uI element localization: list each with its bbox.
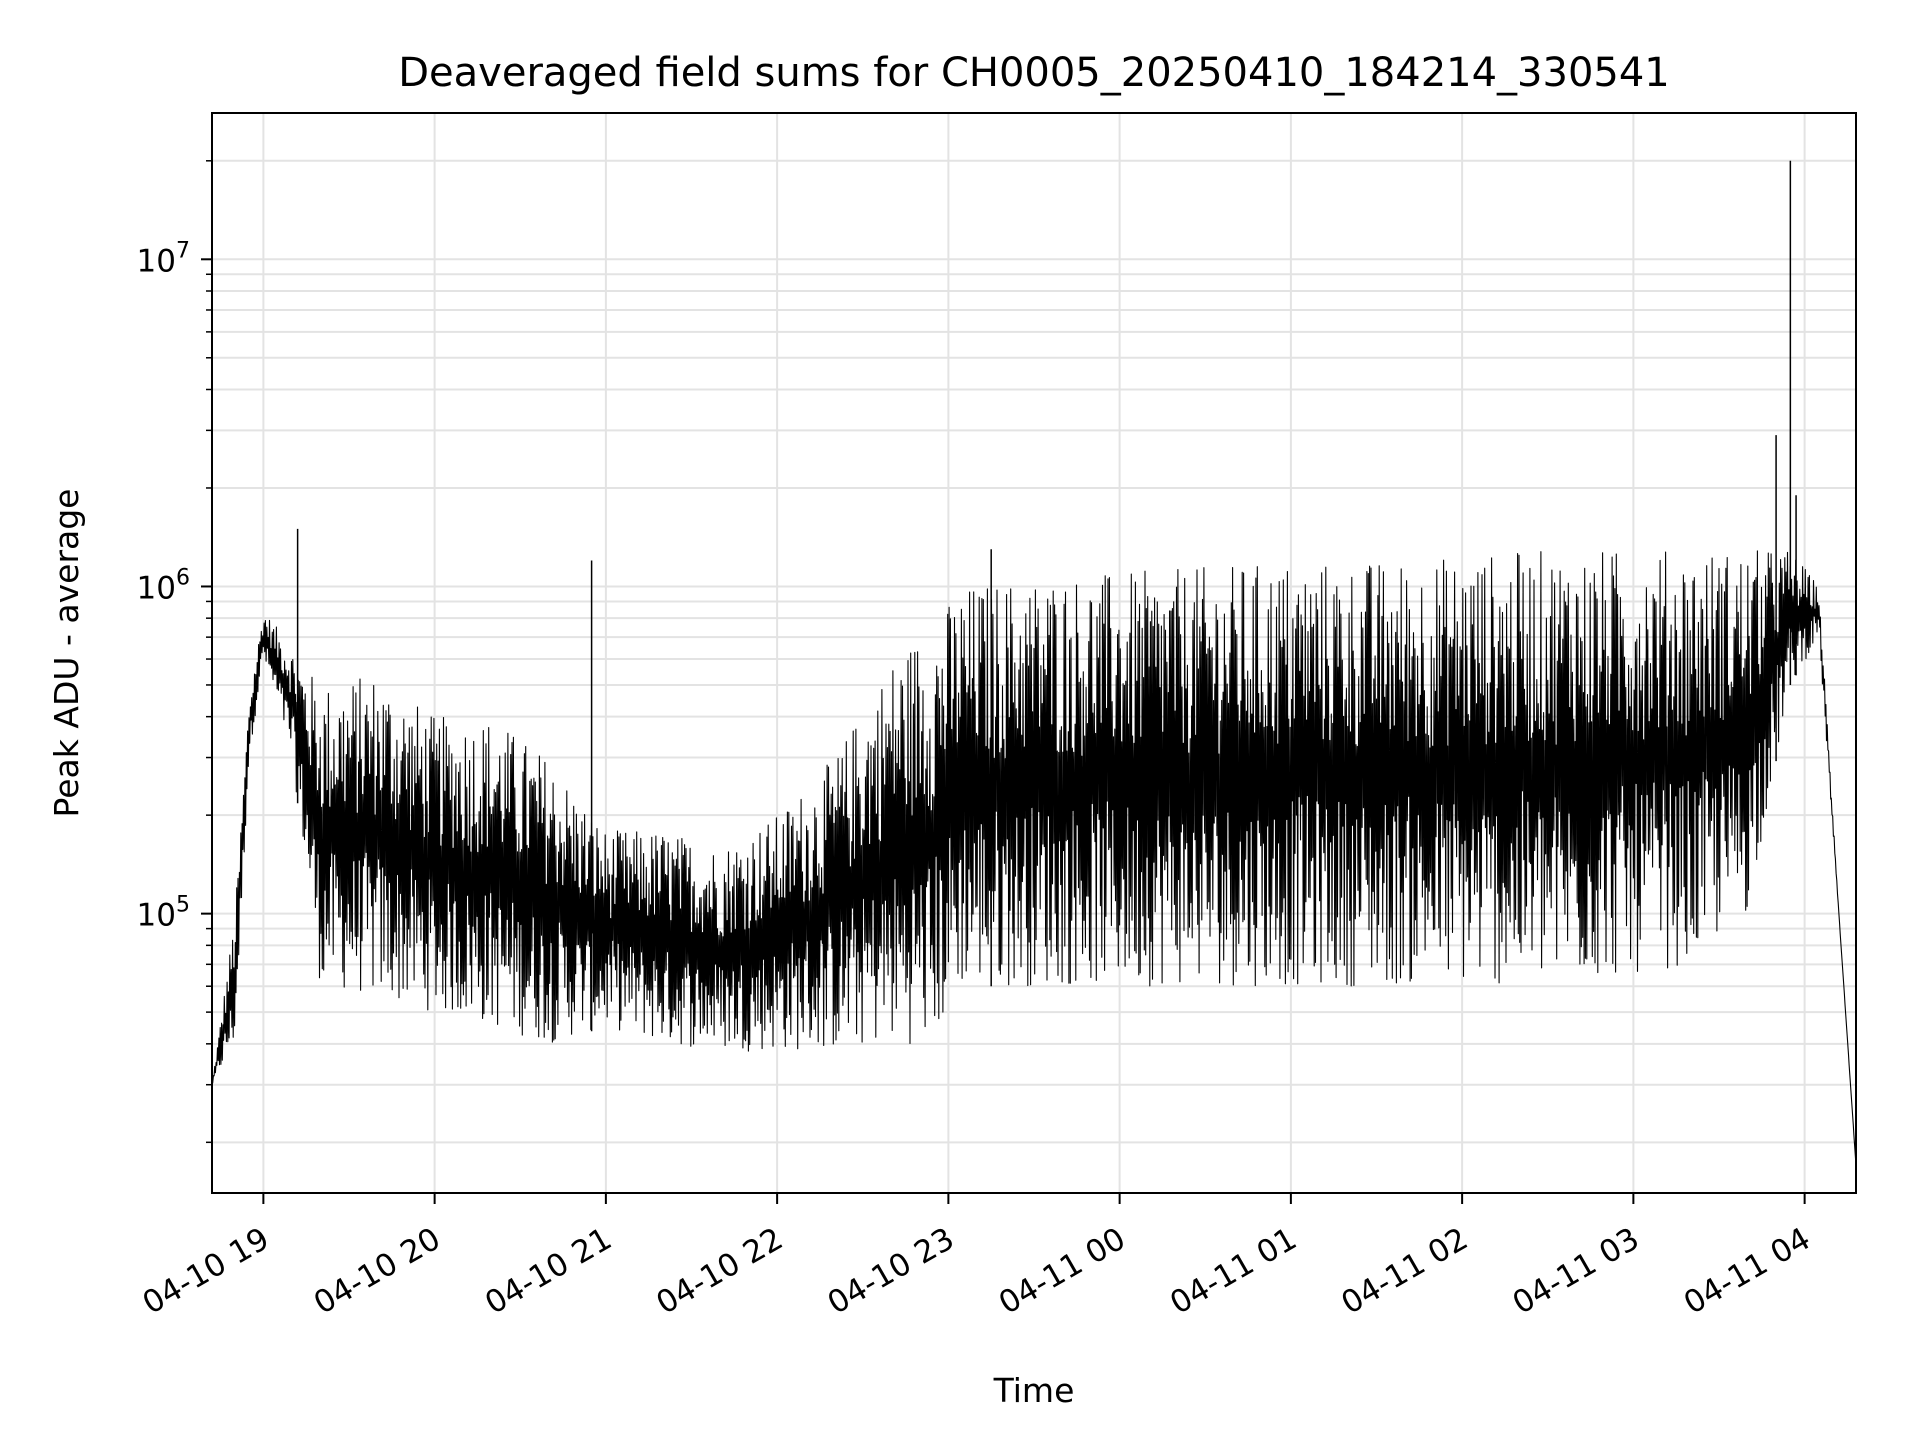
data-series (211, 160, 1857, 1166)
y-axis-label: Peak ADU - average (47, 489, 86, 818)
y-tick-label: 105 (137, 893, 190, 934)
y-tick-base: 10 (137, 898, 176, 934)
plot-frame (211, 112, 1857, 1194)
y-tick-exponent: 6 (176, 565, 190, 590)
y-tick-label: 107 (137, 238, 190, 279)
y-tick-base: 10 (137, 570, 176, 606)
y-tick-label: 106 (137, 565, 190, 606)
y-tick-base: 10 (137, 243, 176, 279)
series-line (211, 550, 1857, 1166)
y-tick-exponent: 5 (176, 893, 190, 918)
x-axis-label: Time (993, 1371, 1075, 1410)
chart-title: Deaveraged field sums for CH0005_2025041… (398, 50, 1670, 96)
y-tick-exponent: 7 (176, 238, 190, 263)
